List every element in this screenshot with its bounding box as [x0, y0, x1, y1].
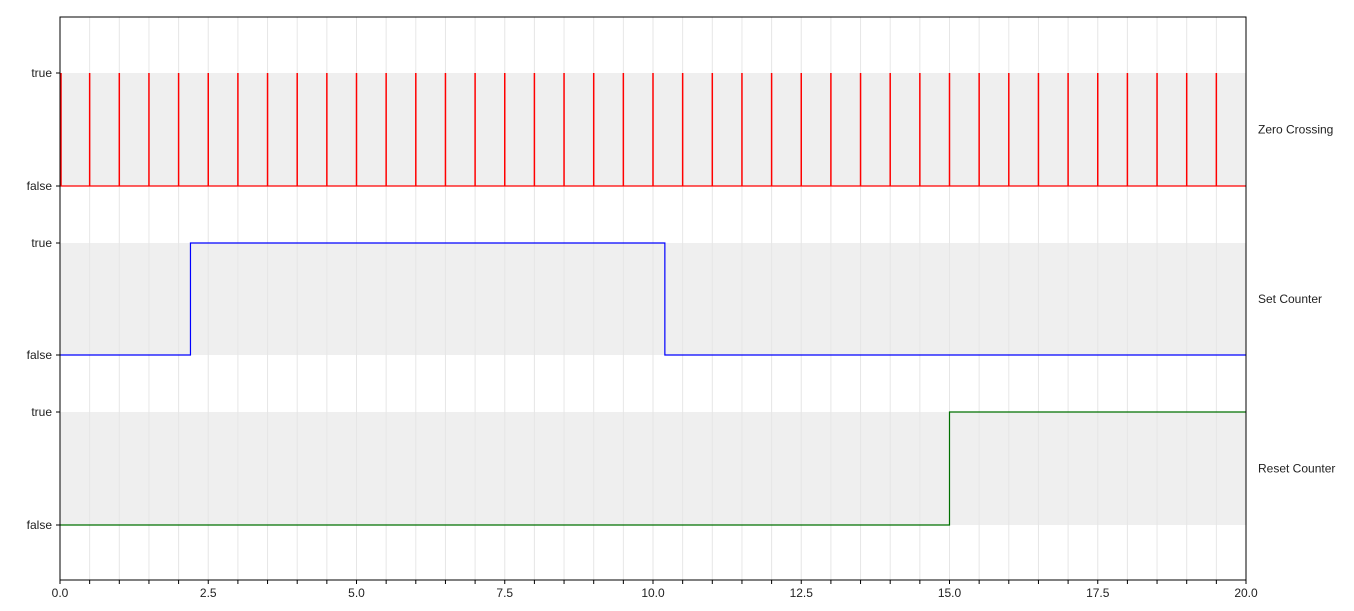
series-label: Reset Counter: [1258, 462, 1335, 476]
y-tick-label: true: [31, 236, 52, 250]
x-tick-label: 15.0: [938, 586, 962, 600]
x-tick-label: 12.5: [790, 586, 814, 600]
series-line-set-counter: [60, 242, 1246, 356]
x-tick-label: 17.5: [1086, 586, 1110, 600]
x-tick-label: 5.0: [348, 586, 365, 600]
y-tick-label: true: [31, 66, 52, 80]
x-tick-label: 20.0: [1234, 586, 1258, 600]
x-tick-label: 2.5: [200, 586, 217, 600]
y-tick-label: false: [27, 348, 53, 362]
y-tick-label: false: [27, 179, 53, 193]
series-line-reset-counter: [60, 411, 1246, 526]
y-tick-label: false: [27, 518, 53, 532]
series-label: Zero Crossing: [1258, 123, 1333, 137]
series-label: Set Counter: [1258, 292, 1322, 306]
y-tick-label: true: [31, 405, 52, 419]
x-tick-label: 0.0: [52, 586, 69, 600]
x-tick-label: 7.5: [496, 586, 513, 600]
x-tick-label: 10.0: [641, 586, 665, 600]
